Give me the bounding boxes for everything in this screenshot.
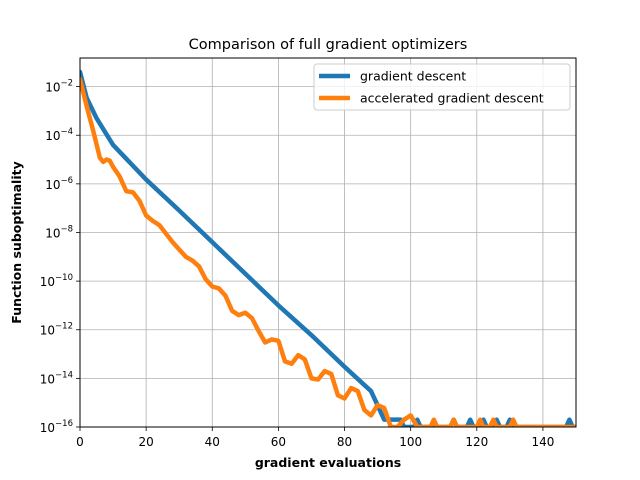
- y-tick-base: 10: [45, 226, 60, 240]
- y-tick-label: 10−10: [40, 273, 73, 289]
- y-tick-label: 10−14: [40, 370, 73, 386]
- x-tick-label: 80: [337, 435, 352, 449]
- y-tick-label: 10−4: [45, 127, 73, 143]
- y-tick-base: 10: [40, 421, 55, 435]
- x-tick-label: 40: [205, 435, 220, 449]
- y-tick-label: 10−6: [45, 176, 73, 192]
- x-tick-label: 0: [76, 435, 84, 449]
- plot-area: [80, 58, 576, 427]
- y-tick-label: 10−8: [45, 224, 73, 240]
- series-line-accelerated-gradient-descent: [80, 77, 576, 427]
- x-tick-label: 140: [531, 435, 554, 449]
- plot-frame: [79, 57, 577, 428]
- axis-ticks: 0 20 40 60 80 100 120 14010−1610−1410−1210−1010…: [40, 79, 555, 449]
- x-tick-label: 120: [465, 435, 488, 449]
- y-tick-base: 10: [45, 129, 60, 143]
- x-tick-label: 100: [399, 435, 422, 449]
- y-tick-exponent: −6: [60, 176, 73, 186]
- legend-label-gradient-descent: gradient descent: [360, 69, 466, 84]
- y-tick-exponent: −10: [55, 273, 73, 283]
- legend-label-accelerated-gradient-descent: accelerated gradient descent: [360, 91, 544, 106]
- y-tick-exponent: −4: [60, 127, 73, 137]
- chart-title: Comparison of full gradient optimizers: [189, 37, 468, 53]
- y-axis-label: Function suboptimality: [9, 161, 24, 323]
- y-tick-base: 10: [45, 178, 60, 192]
- y-tick-base: 10: [40, 324, 55, 338]
- y-tick-base: 10: [45, 81, 60, 95]
- y-tick-label: 10−16: [40, 419, 73, 435]
- y-tick-label: 10−2: [45, 79, 73, 95]
- y-tick-exponent: −2: [60, 79, 73, 89]
- y-tick-exponent: −16: [55, 419, 73, 429]
- x-tick-label: 60: [271, 435, 286, 449]
- y-tick-exponent: −14: [55, 370, 73, 380]
- y-tick-base: 10: [40, 372, 55, 386]
- series-line-gradient-descent: [80, 69, 576, 427]
- y-tick-base: 10: [40, 275, 55, 289]
- series-lines: [80, 69, 576, 427]
- y-tick-exponent: −12: [55, 322, 73, 332]
- legend-box: [313, 63, 571, 111]
- legend: gradient descent accelerated gradient de…: [313, 63, 571, 111]
- y-tick-label: 10−12: [40, 322, 73, 338]
- y-tick-exponent: −8: [60, 224, 73, 234]
- x-tick-label: 20: [138, 435, 153, 449]
- x-axis-label: gradient evaluations: [255, 455, 401, 470]
